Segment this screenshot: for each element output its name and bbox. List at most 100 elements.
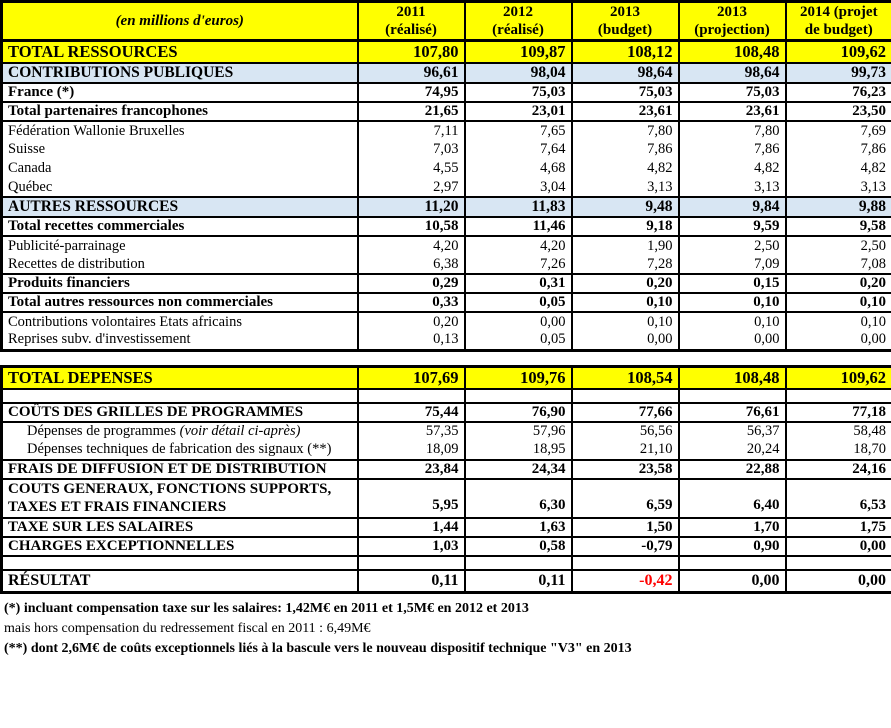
cell-value: [356, 387, 465, 403]
cell-value: 9,59: [677, 216, 786, 236]
row-label: CONTRIBUTIONS PUBLIQUES: [1, 62, 358, 83]
table-row: [1, 555, 891, 570]
column-header-2012-realise: 2012 (réalisé): [463, 1, 572, 42]
cell-value: 11,46: [463, 216, 572, 236]
cell-value: 99,73: [784, 62, 891, 83]
cell-value: 11,83: [463, 196, 572, 217]
cell-value: 4,20: [356, 235, 465, 255]
cell-value: 9,84: [677, 196, 786, 217]
row-label: AUTRES RESSOURCES: [1, 196, 358, 217]
row-label: Dépenses techniques de fabrication des s…: [27, 441, 332, 457]
cell-value: 21,10: [570, 440, 679, 460]
footnote-double-asterisk: (**) dont 2,6M€ de coûts exceptionnels l…: [4, 641, 632, 657]
cell-value: 4,20: [463, 235, 572, 255]
cell-value: 7,26: [463, 255, 572, 274]
cell-value: 98,04: [463, 62, 572, 83]
row-label: TAXE SUR LES SALAIRES: [1, 517, 358, 537]
table-row: Total autres ressources non commerciales…: [1, 292, 891, 312]
cell-value: 75,03: [463, 82, 572, 102]
cell-value: 108,48: [677, 39, 786, 63]
cell-value: 0,58: [463, 536, 572, 556]
table-row: Total partenaires francophones 21,65 23,01…: [1, 101, 891, 121]
resources-table: (en millions d'euros) 2011 (réalisé) 2012…: [0, 0, 891, 352]
table-row: CHARGES EXCEPTIONNELLES 1,03 0,58 -0,79 0,90…: [1, 536, 891, 556]
cell-value: 7,09: [677, 255, 786, 274]
cell-value: 7,64: [463, 140, 572, 159]
cell-value: 11,20: [356, 196, 465, 217]
cell-value: 0,20: [570, 273, 679, 293]
cell-value: 18,95: [463, 440, 572, 460]
cell-value: 6,30: [463, 477, 572, 518]
cell-value: 3,13: [677, 178, 786, 197]
cell-value: 2,50: [677, 235, 786, 255]
row-label: FRAIS DE DIFFUSION ET DE DISTRIBUTION: [1, 458, 358, 479]
cell-value: 107,80: [356, 39, 465, 63]
cell-value: 7,65: [463, 120, 572, 140]
cell-value: 0,10: [570, 292, 679, 312]
cell-value: 4,82: [784, 159, 891, 178]
cell-value: 23,50: [784, 101, 891, 121]
row-label: TOTAL RESSOURCES: [1, 39, 358, 63]
cell-value: 4,82: [570, 159, 679, 178]
table-row: Dépenses de programmes (voir détail ci-a…: [1, 420, 891, 441]
table-corner-label: (en millions d'euros): [1, 1, 358, 42]
cell-value: 18,09: [356, 440, 465, 460]
cell-value: 0,20: [784, 273, 891, 293]
cell-value: [463, 555, 572, 570]
cell-value: 0,10: [570, 311, 679, 331]
cell-value: 0,00: [463, 311, 572, 331]
cell-value: 9,88: [784, 196, 891, 217]
row-label: [1, 555, 358, 570]
cell-value: 0,00: [784, 536, 891, 556]
table-row: Total recettes commerciales 10,58 11,46 9,1…: [1, 216, 891, 236]
cell-value: 0,13: [356, 331, 465, 350]
cell-value: 75,03: [570, 82, 679, 102]
table-row: France (*) 74,95 75,03 75,03 75,03 76,23: [1, 82, 891, 102]
cell-value: 1,50: [570, 517, 679, 537]
row-label: Reprises subv. d'investissement: [8, 331, 191, 348]
cell-value: 4,82: [677, 159, 786, 178]
expenses-table: TOTAL DEPENSES 107,69 109,76 108,54 108,48 10…: [0, 364, 891, 594]
cell-value: 109,62: [784, 365, 891, 389]
table-row: TOTAL DEPENSES 107,69 109,76 108,54 108,48 10…: [1, 365, 891, 389]
table-row: COUTS GENERAUX, FONCTIONS SUPPORTS, TAXE…: [1, 477, 891, 518]
cell-value: 9,48: [570, 196, 679, 217]
row-label: Dépenses de programmes (voir détail ci-a…: [1, 420, 358, 441]
cell-value: 21,65: [356, 101, 465, 121]
cell-value: 18,70: [784, 440, 891, 460]
cell-value: 107,69: [356, 365, 465, 389]
cell-value: 0,00: [784, 569, 891, 592]
table-row: Recettes de distribution 6,38 7,26 7,28 7,09…: [2, 255, 891, 274]
cell-value: 7,86: [677, 140, 786, 159]
row-label: France (*): [1, 82, 358, 102]
row-label: Total autres ressources non commerciales: [1, 292, 358, 312]
cell-value: 5,95: [356, 477, 465, 518]
cell-value: 7,69: [784, 120, 891, 140]
cell-value: 23,61: [677, 101, 786, 121]
cell-value: 0,15: [677, 273, 786, 293]
cell-value: 1,90: [570, 235, 679, 255]
footnotes: (*) incluant compensation taxe sur les s…: [0, 594, 891, 660]
cell-value: 23,58: [570, 458, 679, 479]
cell-value: -0,79: [570, 536, 679, 556]
cell-value: 22,88: [677, 458, 786, 479]
cell-value: 7,11: [356, 120, 465, 140]
cell-value: 7,28: [570, 255, 679, 274]
cell-value: [356, 555, 465, 570]
table-row: Dépenses techniques de fabrication des s…: [2, 440, 891, 460]
cell-value: 108,48: [677, 365, 786, 389]
cell-value: 2,97: [356, 178, 465, 197]
cell-value: 76,90: [463, 401, 572, 422]
cell-value: 1,44: [356, 517, 465, 537]
column-header-2013-projection: 2013 (projection): [677, 1, 786, 42]
cell-value: 1,03: [356, 536, 465, 556]
row-label: Contributions volontaires Etats africain…: [1, 311, 358, 331]
cell-value: 7,86: [570, 140, 679, 159]
cell-value: 77,18: [784, 401, 891, 422]
row-label: TOTAL DEPENSES: [1, 365, 358, 389]
cell-value: [463, 387, 572, 403]
cell-value: 75,44: [356, 401, 465, 422]
header-row: (en millions d'euros) 2011 (réalisé) 2012…: [1, 1, 891, 42]
cell-value: [570, 555, 679, 570]
cell-value: 23,61: [570, 101, 679, 121]
